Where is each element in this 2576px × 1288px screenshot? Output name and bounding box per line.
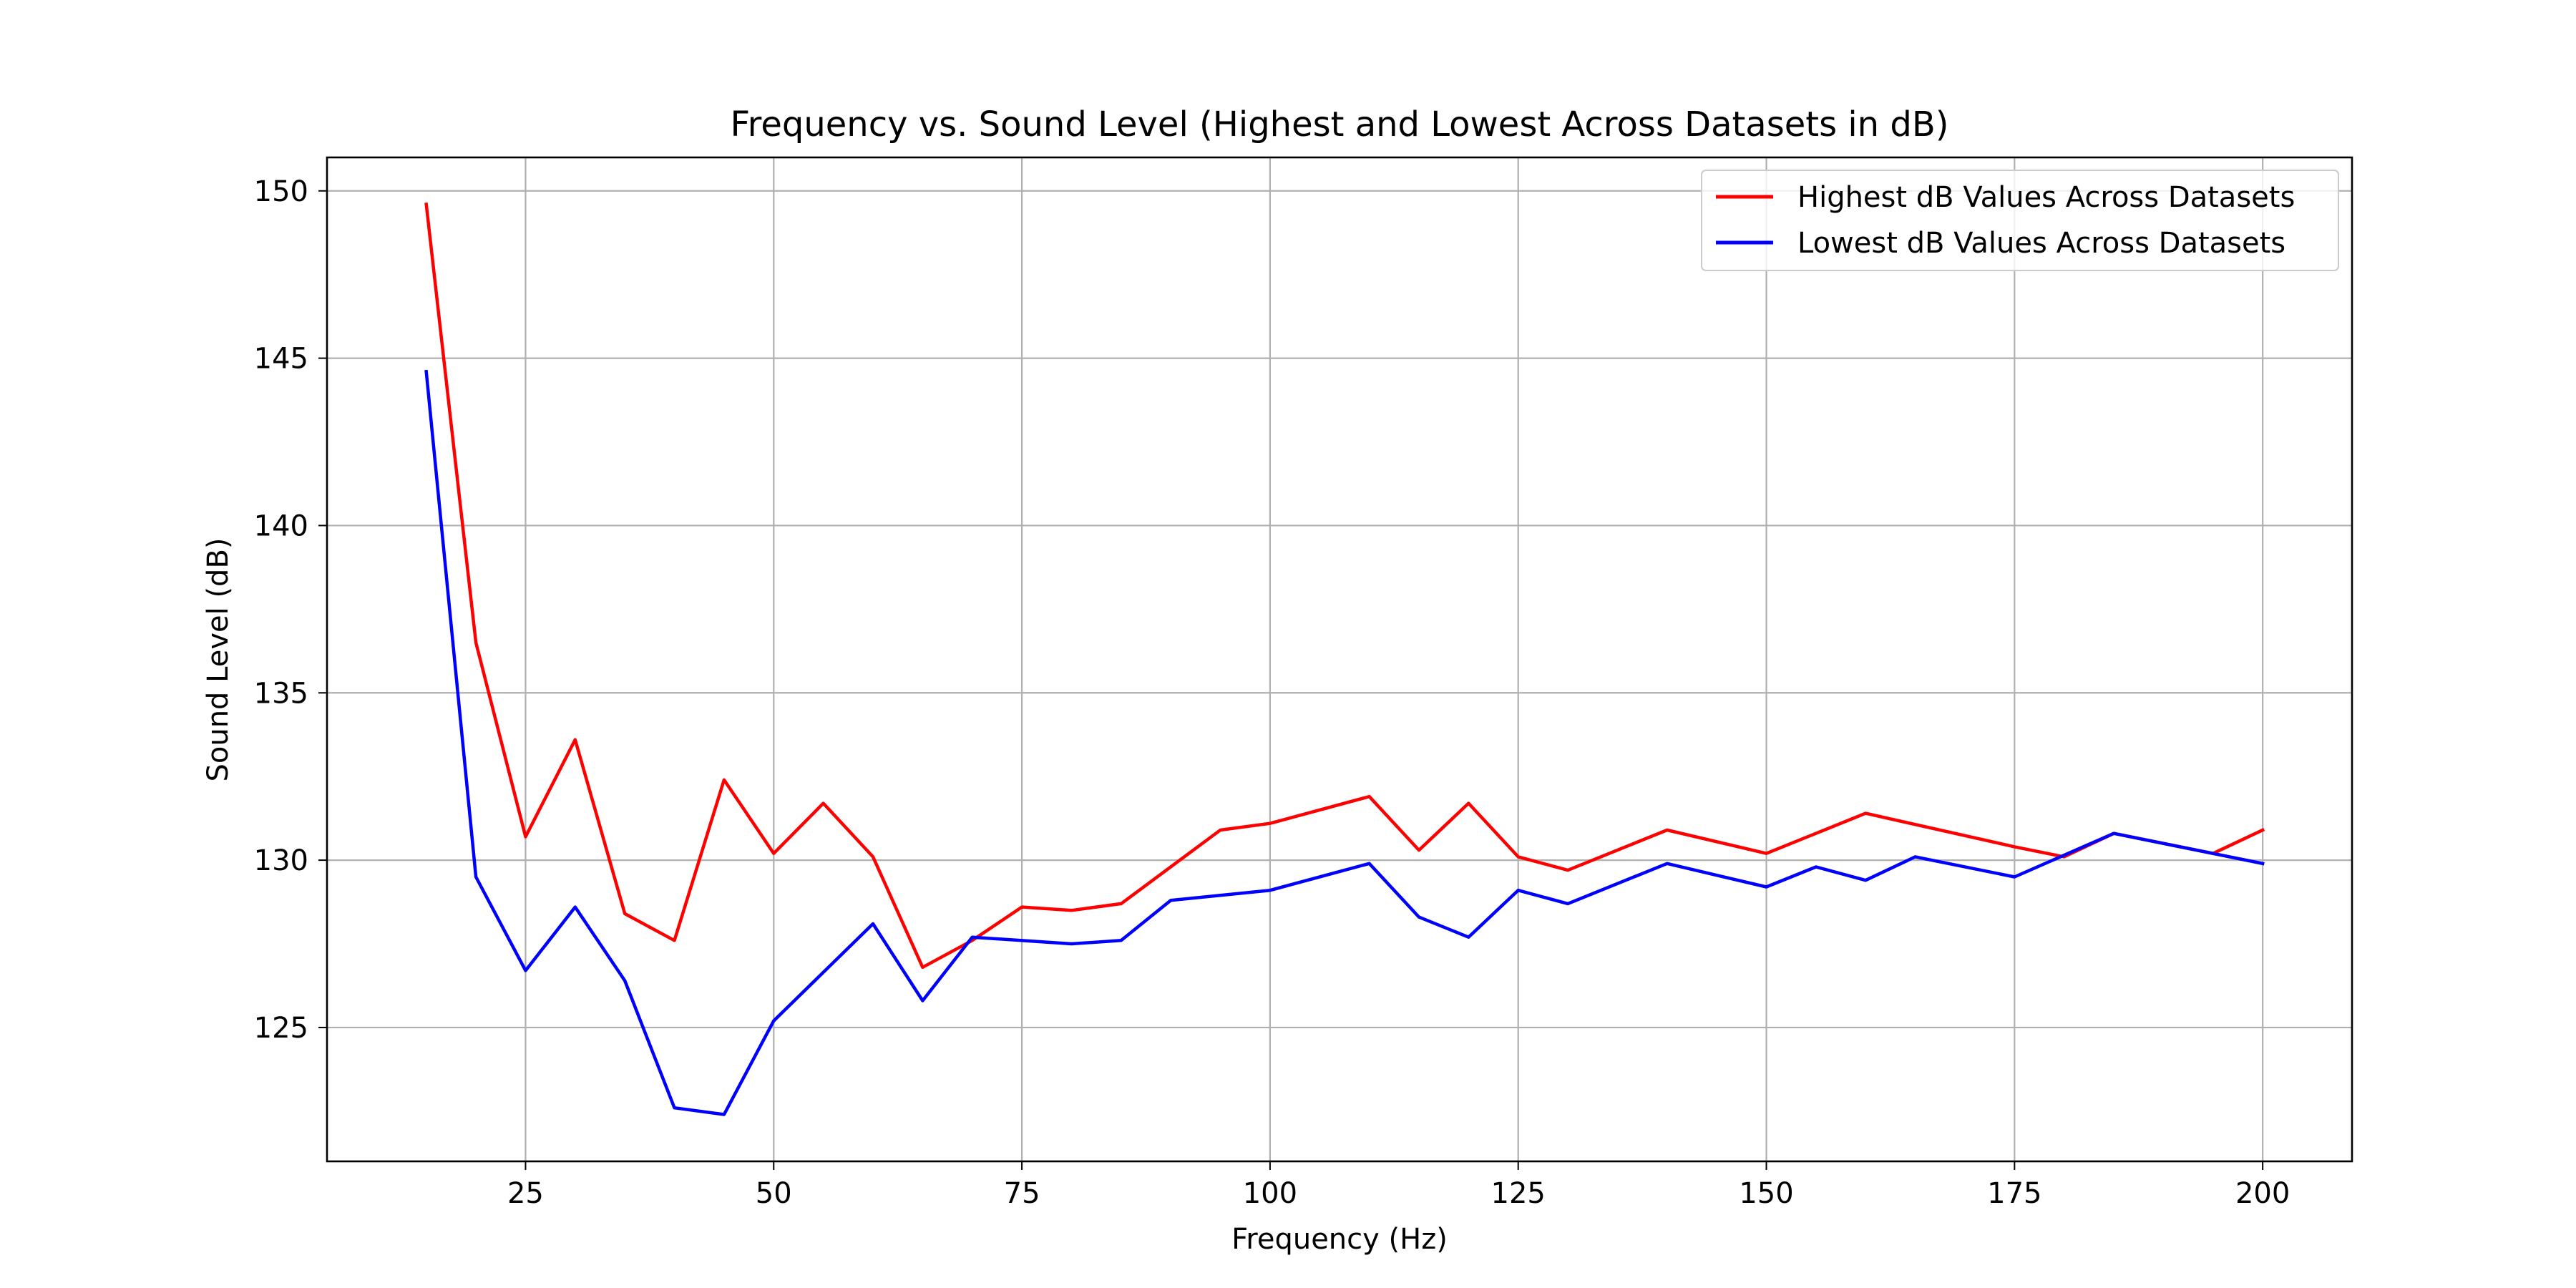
x-tick-label: 50 (756, 1177, 792, 1210)
y-tick-label: 130 (254, 844, 308, 877)
x-tick-label: 200 (2235, 1177, 2290, 1210)
series-line-lowest (424, 369, 2265, 1116)
x-tick-label: 25 (507, 1177, 544, 1210)
legend-label-highest: Highest dB Values Across Datasets (1797, 181, 2295, 214)
plot-frame (326, 156, 2353, 1163)
legend-box (1701, 170, 2339, 271)
x-tick-label: 75 (1004, 1177, 1040, 1210)
y-tick-label: 145 (254, 343, 308, 376)
x-axis-label: Frequency (Hz) (1231, 1223, 1448, 1256)
legend-label-lowest: Lowest dB Values Across Datasets (1797, 227, 2285, 260)
x-tick-label: 125 (1491, 1177, 1546, 1210)
y-tick-label: 140 (254, 509, 308, 542)
x-tick-label: 150 (1739, 1177, 1793, 1210)
axis-ticks: 25 50 75 100 125 150 175 200 125 130 135 140 145 150 (254, 175, 2290, 1210)
y-tick-label: 125 (254, 1012, 308, 1045)
series-lines (424, 203, 2265, 1116)
chart-title: Frequency vs. Sound Level (Highest and L… (731, 104, 1949, 145)
legend: Highest dB Values Across Datasets Lowest… (1701, 170, 2339, 271)
series-line-highest (424, 203, 2265, 970)
y-tick-label: 135 (254, 677, 308, 710)
y-axis-label: Sound Level (dB) (202, 537, 235, 781)
grid-lines (327, 157, 2352, 1161)
x-tick-label: 175 (1987, 1177, 2041, 1210)
y-tick-label: 150 (254, 175, 308, 208)
x-tick-label: 100 (1243, 1177, 1297, 1210)
